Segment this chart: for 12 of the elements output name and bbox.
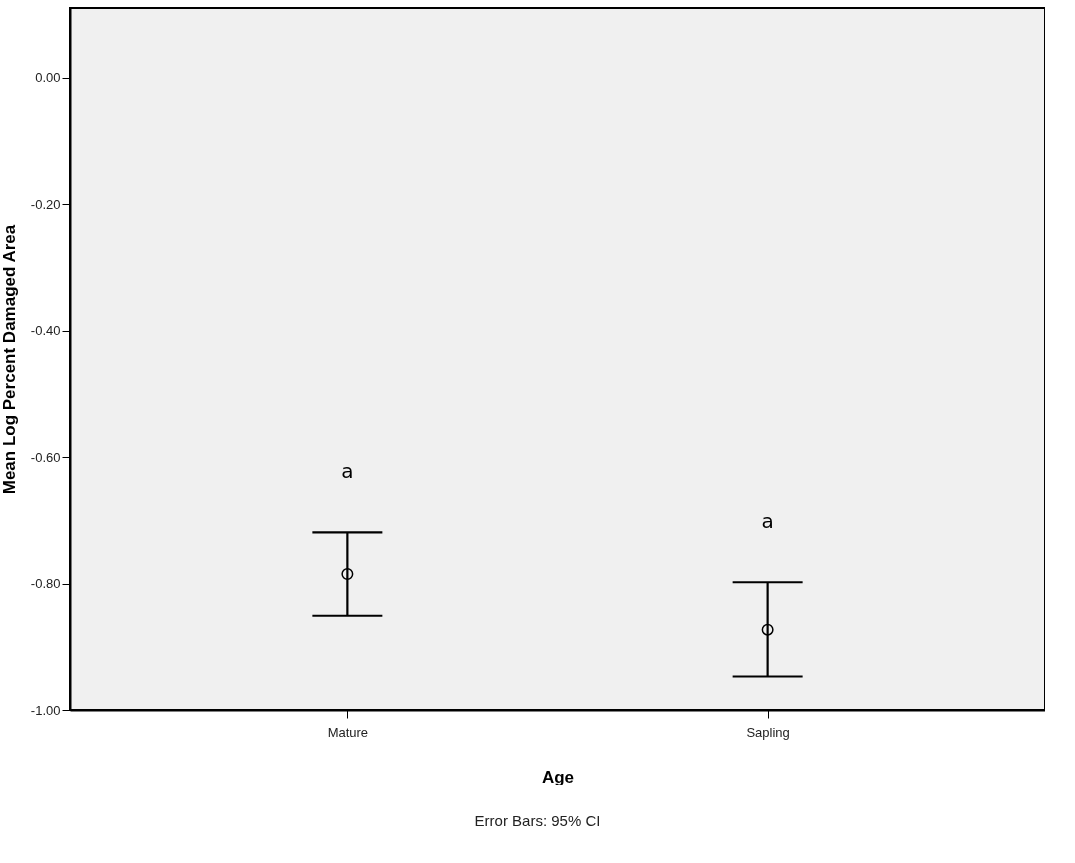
y-tick-label: -0.80 (30, 576, 61, 592)
annotation: a (761, 509, 774, 534)
x-tick-label: Sapling (746, 724, 790, 740)
x-tick-label: Mature (327, 724, 369, 740)
annotation: a (341, 459, 354, 484)
y-tick-label: -1.00 (30, 702, 61, 718)
y-tick-label: -0.40 (30, 323, 61, 339)
y-tick-label: -0.20 (30, 196, 61, 212)
y-tick-label: -0.60 (30, 449, 61, 465)
y-tick-label: 0.00 (35, 70, 61, 86)
y-axis-title: Mean Log Percent Damaged Area (0, 224, 19, 495)
text: Error Bars: 95% CI (473, 812, 602, 829)
